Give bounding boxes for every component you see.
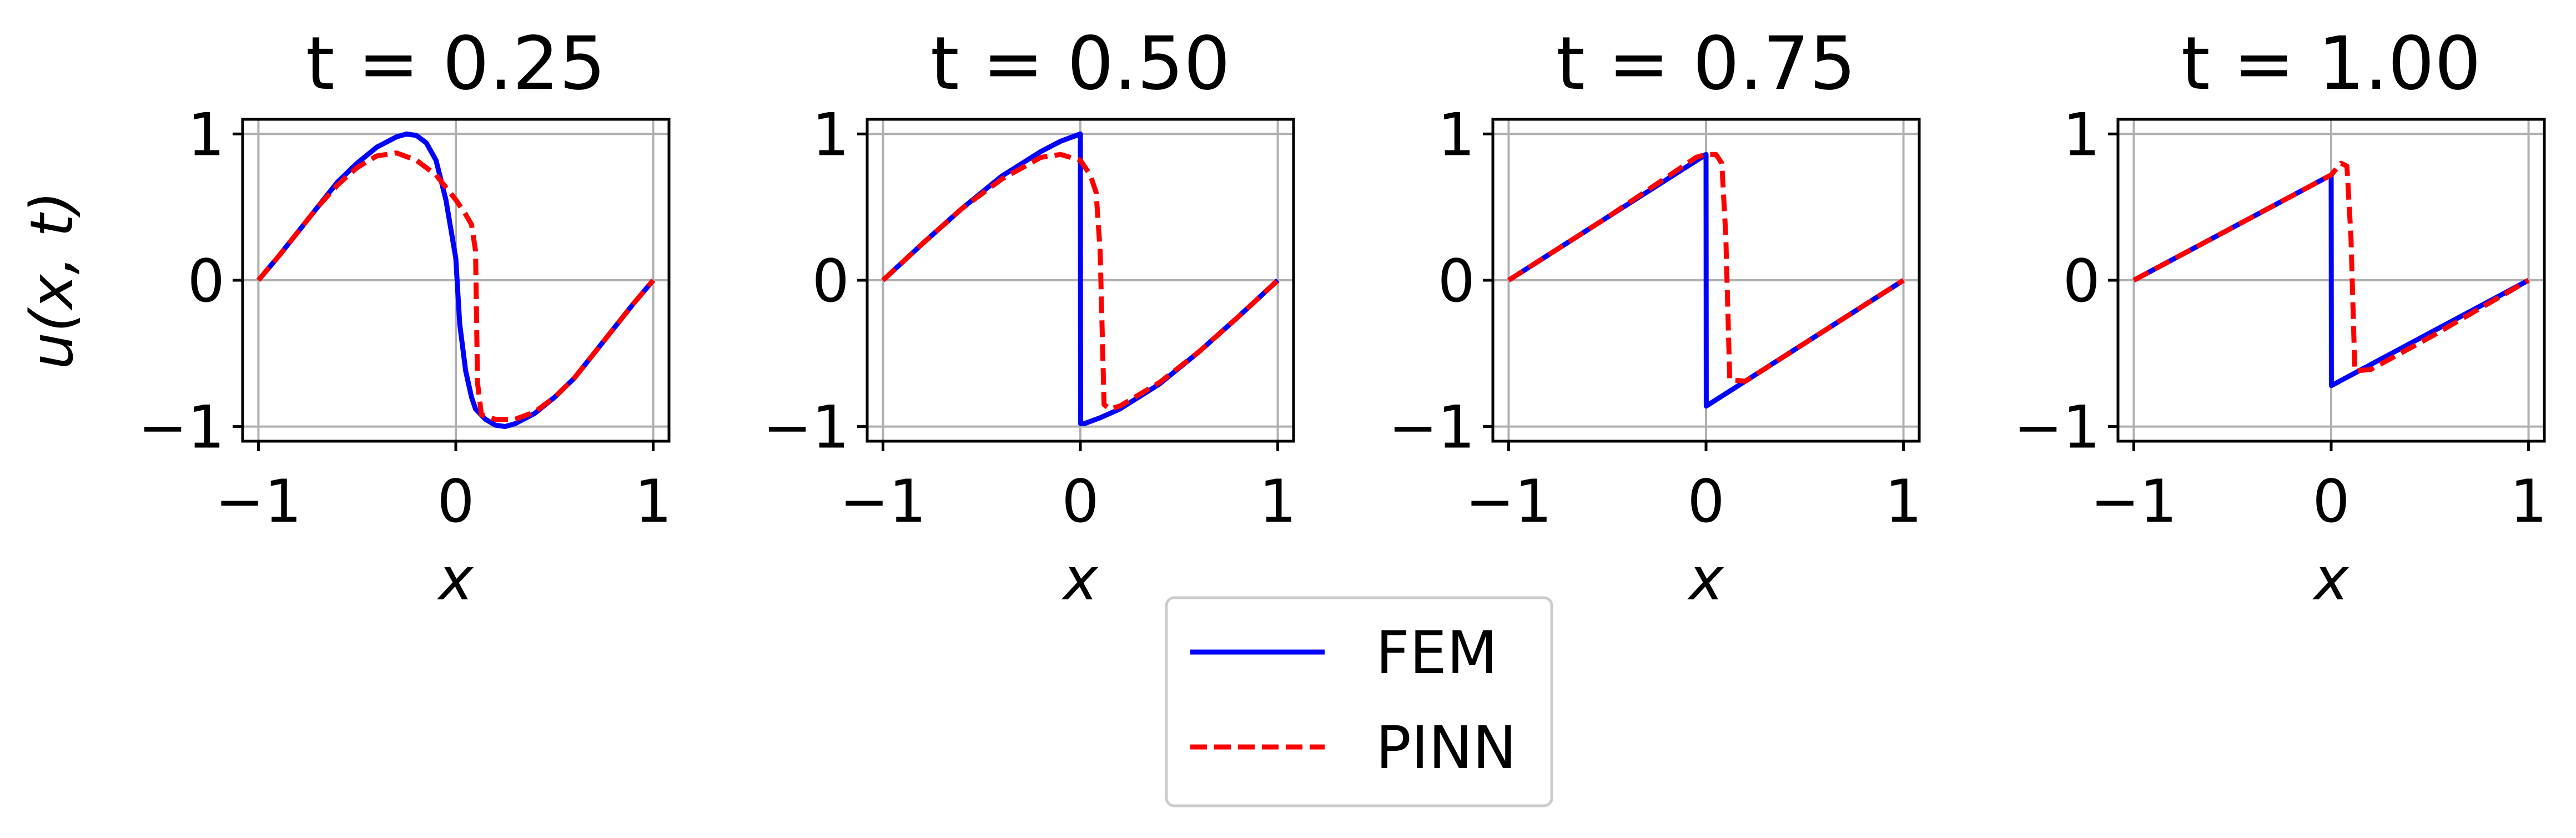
x-tick-label: 1 [2510,467,2547,536]
panel-1: −1 0 1 −1 0 1 t = 0.25 x u(x, t) [18,21,672,613]
series-line-pinn [2132,160,2530,373]
panel-title: t = 0.50 [930,21,1230,107]
panel-title: t = 1.00 [2181,21,2481,107]
y-tick-label: 1 [812,100,849,169]
x-tick-label: 0 [2312,467,2349,536]
x-tick-label: 0 [1061,467,1099,536]
x-tick-label: 0 [1687,467,1724,536]
series-line-pinn [1507,152,1905,384]
panel-title: t = 0.75 [1556,21,1856,107]
series-line-pinn [881,152,1280,412]
legend: FEM PINN [1165,596,1553,807]
x-tick-label: 1 [635,467,672,536]
y-tick-label: 0 [2063,247,2100,315]
y-tick-label: −1 [2014,393,2100,462]
panel-2: −1 0 1 −1 0 1 t = 0.50 x [763,21,1297,613]
y-tick-label: 0 [188,247,225,315]
y-tick-label: 1 [2063,100,2100,169]
x-axis-label: x [2312,545,2349,613]
y-tick-label: −1 [1388,393,1475,462]
legend-label-pinn: PINN [1376,714,1517,782]
series-line-pinn [256,150,656,422]
x-axis-label: x [1687,545,1724,613]
y-tick-label: 1 [188,100,225,169]
x-tick-label: −1 [2090,467,2177,536]
x-tick-label: −1 [215,467,301,536]
x-tick-label: 1 [1885,467,1922,536]
legend-label-fem: FEM [1376,619,1497,687]
series-line-fem [2132,172,2530,388]
x-tick-label: −1 [1465,467,1552,536]
y-tick-label: 1 [1438,100,1475,169]
x-tick-label: −1 [839,467,926,536]
panel-title: t = 0.25 [306,21,606,107]
y-tick-label: 0 [812,247,849,315]
panel-3: −1 0 1 −1 0 1 t = 0.75 x [1388,21,1923,613]
y-tick-label: −1 [763,393,849,462]
x-tick-label: 0 [437,467,474,536]
x-axis-label: x [1061,545,1099,613]
panel-4: −1 0 1 −1 0 1 t = 1.00 x [2014,21,2548,613]
x-axis-label: x [437,545,474,613]
y-axis-label: u(x, t) [18,191,86,370]
x-tick-label: 1 [1259,467,1296,536]
y-tick-label: −1 [138,393,225,462]
y-tick-label: 0 [1438,247,1475,315]
series-line-fem [881,131,1280,426]
